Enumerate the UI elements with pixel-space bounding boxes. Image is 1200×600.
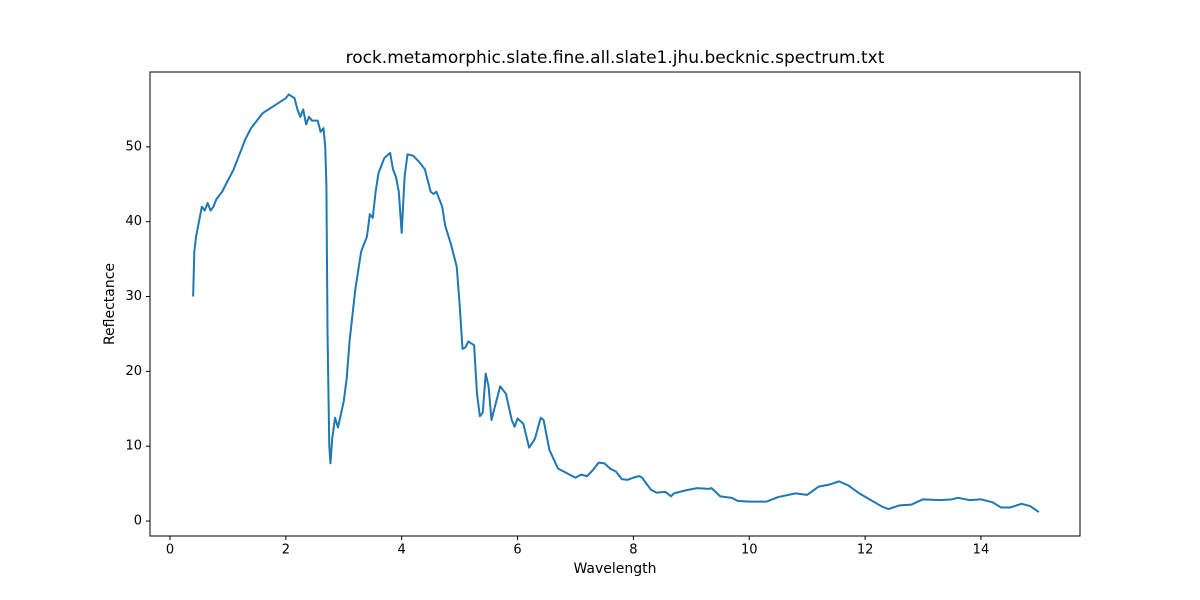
x-tick-label: 0 — [166, 543, 174, 558]
y-tick-label: 10 — [125, 439, 142, 454]
x-tick-label: 4 — [398, 543, 406, 558]
chart-title: rock.metamorphic.slate.fine.all.slate1.j… — [346, 48, 885, 68]
x-tick-label: 2 — [282, 543, 290, 558]
y-tick-label: 50 — [125, 139, 142, 154]
x-tick-label: 10 — [741, 543, 758, 558]
y-tick-label: 30 — [125, 289, 142, 304]
x-axis-label: Wavelength — [573, 561, 656, 577]
y-tick-label: 40 — [125, 214, 142, 229]
x-tick-label: 14 — [973, 543, 990, 558]
x-tick-label: 12 — [857, 543, 874, 558]
x-tick-label: 8 — [629, 543, 637, 558]
plot-frame — [149, 71, 1081, 537]
data-line — [192, 93, 1040, 513]
x-tick-label: 6 — [513, 543, 521, 558]
y-axis-label: Reflectance — [102, 263, 118, 345]
y-tick-label: 20 — [125, 364, 142, 379]
y-tick-label: 0 — [134, 514, 142, 529]
